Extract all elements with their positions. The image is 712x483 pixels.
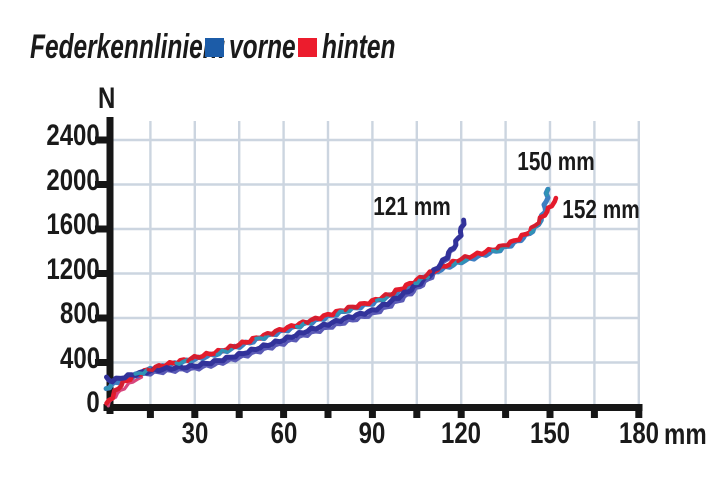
y-tick-label: 2000	[46, 163, 100, 197]
x-tick-label: 90	[359, 417, 386, 450]
y-tick-label: 800	[59, 297, 100, 330]
y-tick-label: 2400	[46, 119, 100, 152]
x-axis-unit: mm	[664, 418, 707, 451]
x-tick-label: 60	[270, 417, 297, 450]
curve-end-annotation: 121 mm	[373, 191, 451, 221]
curve-end-annotation: 150 mm	[517, 146, 595, 176]
x-tick-label: 180	[618, 417, 659, 450]
y-tick-label: 1200	[46, 252, 100, 286]
x-tick-label: 150	[529, 417, 571, 450]
curve-end-annotation: 152 mm	[562, 194, 640, 224]
x-tick-label: 120	[441, 417, 482, 450]
y-tick-label: 400	[59, 341, 100, 375]
legend-swatch-hinten	[298, 38, 317, 57]
x-tick-label: 30	[181, 417, 209, 450]
legend-label-vorne: vorne	[229, 28, 296, 66]
y-tick-label: 1600	[46, 208, 100, 241]
legend-swatch-vorne	[205, 38, 224, 57]
legend-label-hinten: hinten	[322, 28, 396, 66]
y-tick-label: 0	[86, 386, 100, 419]
legend-title: Federkennlinien:	[30, 28, 226, 66]
y-axis-unit: N	[98, 82, 116, 115]
